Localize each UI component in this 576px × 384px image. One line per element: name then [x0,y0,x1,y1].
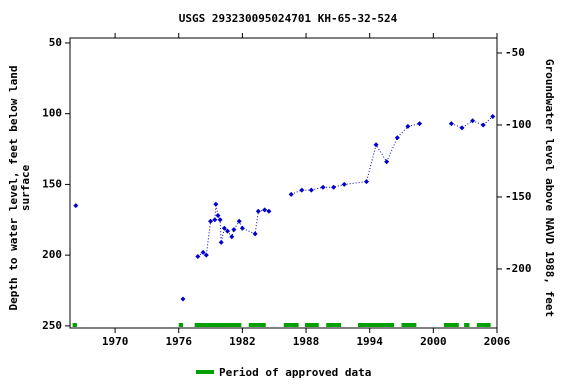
data-point [480,122,486,128]
approved-period [401,323,417,327]
data-point [448,121,454,127]
data-point [231,227,237,233]
y2-tick-label: -100 [505,118,532,131]
series-line [291,123,420,195]
y2-tick-label: -200 [505,262,532,275]
data-point [373,142,379,148]
y-tick-label: 250 [42,319,62,332]
y2-tick-label: -50 [505,46,525,59]
y-tick-label: 50 [49,36,62,49]
data-point [229,234,235,240]
data-point [331,184,337,190]
data-point [490,114,496,120]
data-point [384,159,390,165]
x-tick-label: 2006 [484,335,511,348]
data-point [320,184,326,190]
approved-period [464,323,470,327]
approved-period [443,323,459,327]
data-point [180,296,186,302]
x-tick-label: 1976 [165,335,192,348]
x-tick-label: 1982 [229,335,256,348]
approved-period [476,323,491,327]
y2-label: Groundwater level above NAVD 1988, feet [543,59,556,317]
data-point [236,218,242,224]
y2-tick-label: -150 [505,190,532,203]
data-point [212,217,218,223]
legend-label: Period of approved data [219,366,371,379]
y-tick-label: 100 [42,107,62,120]
data-point [213,201,219,207]
data-point [73,203,79,209]
data-point [470,118,476,124]
data-point [394,135,400,141]
data-point [215,213,221,219]
approved-period [194,323,242,327]
approved-period [358,323,395,327]
data-point [195,254,201,260]
approved-period [72,323,77,327]
data-point [288,191,294,197]
data-point [364,179,370,185]
legend-swatch [196,370,214,374]
data-point [203,252,209,258]
data-point [308,187,314,193]
data-point [239,225,245,231]
data-point [252,231,258,237]
data-point [218,239,224,245]
data-point [459,125,465,131]
plot-frame [69,37,498,329]
y-tick-label: 200 [42,248,62,261]
approved-period [326,323,342,327]
data-point [200,249,206,255]
y-label-line: surface [19,164,32,211]
chart-title: USGS 293230095024701 KH-65-32-524 [179,12,398,25]
data-point [208,218,214,224]
y-label-line: Depth to water level, feet below land [7,65,20,310]
data-point [255,208,261,214]
y-label: Depth to water level, feet below land su… [7,65,32,310]
approved-period [248,323,266,327]
data-point [266,208,272,214]
x-tick-label: 2000 [420,335,447,348]
data-point [221,225,227,231]
approved-period [283,323,299,327]
y-tick-label: 150 [42,177,62,190]
x-tick-label: 1994 [356,335,383,348]
data-point [217,217,223,223]
x-tick-label: 1970 [102,335,129,348]
x-tick-label: 1988 [293,335,320,348]
data-point [417,121,423,127]
data-point [225,228,231,234]
data-point [405,123,411,129]
approved-period [178,323,183,327]
data-point [262,207,268,213]
data-point [341,181,347,187]
data-point [299,187,305,193]
approved-period [304,323,319,327]
